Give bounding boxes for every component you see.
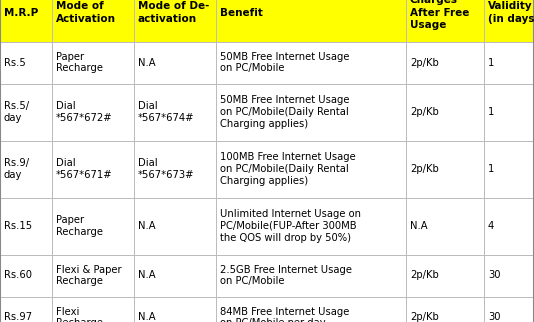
Bar — [216, 197, 406, 254]
Text: M.R.P: M.R.P — [4, 7, 38, 17]
Text: Mode of
Activation: Mode of Activation — [56, 1, 116, 24]
Text: 1: 1 — [488, 164, 494, 174]
Text: 30: 30 — [488, 312, 500, 322]
Text: Dial
*567*673#: Dial *567*673# — [138, 158, 194, 180]
Bar — [484, 42, 534, 83]
Bar — [134, 140, 216, 197]
Bar — [216, 297, 406, 322]
Bar — [216, 0, 406, 42]
Text: Charges
After Free
Usage: Charges After Free Usage — [410, 0, 469, 30]
Text: Dial
*567*671#: Dial *567*671# — [56, 158, 113, 180]
Text: Mode of De-
activation: Mode of De- activation — [138, 1, 209, 24]
Bar — [216, 83, 406, 140]
Bar — [134, 197, 216, 254]
Bar — [484, 197, 534, 254]
Bar — [484, 254, 534, 297]
Bar — [0, 0, 52, 42]
Bar — [406, 0, 484, 42]
Bar — [52, 42, 134, 83]
Bar — [406, 297, 484, 322]
Text: Rs.15: Rs.15 — [4, 221, 32, 231]
Text: 50MB Free Internet Usage
on PC/Mobile(Daily Rental
Charging applies): 50MB Free Internet Usage on PC/Mobile(Da… — [220, 95, 349, 128]
Text: 2p/Kb: 2p/Kb — [410, 312, 439, 322]
Bar — [134, 0, 216, 42]
Bar — [134, 83, 216, 140]
Text: Rs.60: Rs.60 — [4, 270, 32, 280]
Bar — [52, 83, 134, 140]
Bar — [216, 42, 406, 83]
Text: Unlimited Internet Usage on
PC/Mobile(FUP-After 300MB
the QOS will drop by 50%): Unlimited Internet Usage on PC/Mobile(FU… — [220, 209, 361, 242]
Text: 30: 30 — [488, 270, 500, 280]
Text: 84MB Free Internet Usage
on PC/Mobile per day: 84MB Free Internet Usage on PC/Mobile pe… — [220, 307, 349, 322]
Text: N.A: N.A — [410, 221, 428, 231]
Text: 4: 4 — [488, 221, 494, 231]
Text: N.A: N.A — [138, 221, 155, 231]
Text: Validity
(in days): Validity (in days) — [488, 1, 534, 24]
Bar — [406, 254, 484, 297]
Bar — [0, 42, 52, 83]
Text: 2p/Kb: 2p/Kb — [410, 107, 439, 117]
Text: Benefit: Benefit — [220, 7, 263, 17]
Text: Rs.9/
day: Rs.9/ day — [4, 158, 29, 180]
Text: N.A: N.A — [138, 58, 155, 68]
Bar — [0, 297, 52, 322]
Text: N.A: N.A — [138, 270, 155, 280]
Bar — [406, 83, 484, 140]
Bar — [406, 140, 484, 197]
Text: Rs.97: Rs.97 — [4, 312, 32, 322]
Text: Flexi & Paper
Recharge: Flexi & Paper Recharge — [56, 265, 122, 286]
Text: 2p/Kb: 2p/Kb — [410, 164, 439, 174]
Text: N.A: N.A — [138, 312, 155, 322]
Bar — [0, 254, 52, 297]
Text: Flexi
Recharge: Flexi Recharge — [56, 307, 103, 322]
Bar — [52, 297, 134, 322]
Bar — [0, 140, 52, 197]
Bar — [52, 0, 134, 42]
Bar — [484, 83, 534, 140]
Bar — [0, 83, 52, 140]
Text: Rs.5/
day: Rs.5/ day — [4, 101, 29, 123]
Bar — [52, 197, 134, 254]
Text: 100MB Free Internet Usage
on PC/Mobile(Daily Rental
Charging applies): 100MB Free Internet Usage on PC/Mobile(D… — [220, 152, 356, 185]
Bar — [134, 42, 216, 83]
Text: Paper
Recharge: Paper Recharge — [56, 215, 103, 237]
Bar — [134, 297, 216, 322]
Bar — [216, 140, 406, 197]
Text: 1: 1 — [488, 58, 494, 68]
Text: Paper
Recharge: Paper Recharge — [56, 52, 103, 73]
Bar — [52, 140, 134, 197]
Bar — [406, 197, 484, 254]
Text: 2.5GB Free Internet Usage
on PC/Mobile: 2.5GB Free Internet Usage on PC/Mobile — [220, 265, 352, 286]
Bar — [216, 254, 406, 297]
Bar — [484, 0, 534, 42]
Bar — [484, 140, 534, 197]
Bar — [52, 254, 134, 297]
Bar — [406, 42, 484, 83]
Text: 1: 1 — [488, 107, 494, 117]
Bar — [484, 297, 534, 322]
Text: 50MB Free Internet Usage
on PC/Mobile: 50MB Free Internet Usage on PC/Mobile — [220, 52, 349, 73]
Text: 2p/Kb: 2p/Kb — [410, 270, 439, 280]
Text: Rs.5: Rs.5 — [4, 58, 26, 68]
Text: Dial
*567*672#: Dial *567*672# — [56, 101, 113, 123]
Bar — [134, 254, 216, 297]
Bar — [0, 197, 52, 254]
Text: 2p/Kb: 2p/Kb — [410, 58, 439, 68]
Text: Dial
*567*674#: Dial *567*674# — [138, 101, 194, 123]
